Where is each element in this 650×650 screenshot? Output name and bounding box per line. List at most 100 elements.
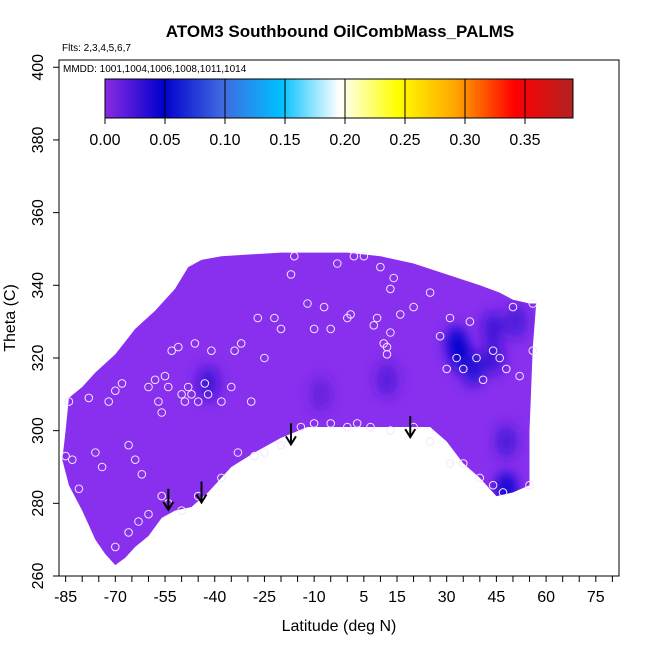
- chart-title: ATOM3 Southbound OilCombMass_PALMS: [166, 22, 515, 41]
- observation-point: [217, 473, 226, 483]
- observation-point: [349, 251, 359, 261]
- x-tick-label: 45: [487, 589, 505, 606]
- plot-frame: [58, 59, 620, 577]
- anomaly-blob: [495, 424, 518, 459]
- y-tick-label: 360: [30, 199, 47, 226]
- observation-point: [472, 353, 481, 363]
- observation-point: [64, 397, 74, 406]
- observation-point: [359, 251, 369, 261]
- observation-point: [515, 371, 524, 381]
- observation-point: [68, 455, 77, 465]
- observation-point: [97, 462, 107, 472]
- observation-point: [124, 440, 133, 450]
- anomaly-blob: [462, 351, 485, 386]
- down-arrow: [285, 423, 297, 447]
- y-tick-label: 340: [30, 272, 47, 299]
- observation-point: [389, 273, 399, 283]
- observation-point: [478, 375, 488, 385]
- observation-point: [372, 313, 382, 323]
- observation-point: [382, 350, 392, 359]
- colorbar-tick-label: 0.00: [89, 132, 120, 149]
- observation-point: [319, 302, 329, 312]
- observation-point: [111, 386, 120, 396]
- observation-point: [203, 390, 213, 399]
- observation-point: [117, 379, 127, 388]
- arrow-head: [285, 435, 297, 447]
- x-tick-label: 5: [359, 589, 368, 606]
- observation-point: [124, 528, 133, 537]
- observation-point: [508, 302, 518, 312]
- observation-point: [174, 342, 183, 352]
- observation-point: [369, 321, 379, 330]
- observation-point: [160, 371, 170, 381]
- observation-point: [352, 419, 362, 428]
- colorbar-tick-label: 0.15: [269, 132, 300, 149]
- observation-point: [333, 259, 342, 268]
- observation-point: [137, 470, 147, 479]
- x-tick-label: -10: [303, 589, 326, 606]
- observation-point: [488, 480, 498, 490]
- observation-point: [61, 451, 70, 461]
- observation-point: [465, 317, 475, 326]
- observation-point: [386, 284, 395, 294]
- colorbar-tick-label: 0.20: [329, 132, 360, 149]
- observation-point: [442, 364, 452, 374]
- observation-point: [409, 302, 418, 312]
- down-arrow: [195, 481, 208, 505]
- down-arrow: [162, 488, 175, 512]
- observation-point: [167, 346, 176, 356]
- x-tick-label: 30: [438, 589, 456, 606]
- anomaly-blob: [482, 311, 505, 346]
- x-tick-label: 60: [537, 589, 555, 606]
- x-tick-label: -70: [104, 589, 127, 606]
- anomaly-blob: [445, 326, 468, 361]
- observation-point: [150, 375, 160, 385]
- x-axis-label: Latitude (deg N): [282, 618, 397, 635]
- observation-point: [250, 451, 259, 461]
- observation-point: [303, 299, 312, 308]
- observation-point: [498, 488, 508, 497]
- observation-point: [366, 422, 375, 432]
- observation-point: [260, 353, 269, 363]
- anomaly-blob: [495, 471, 518, 506]
- observation-point: [425, 288, 435, 297]
- observation-point: [276, 324, 286, 334]
- observation-point: [346, 310, 355, 319]
- observation-point: [144, 509, 153, 519]
- observation-point: [200, 379, 210, 388]
- anomaly-blob: [482, 340, 505, 375]
- observation-point: [290, 251, 299, 261]
- contour-field: [62, 252, 537, 566]
- colorbar-tick-label: 0.30: [449, 132, 480, 149]
- anomaly-blob: [505, 304, 528, 339]
- colorbar-tick-label: 0.10: [209, 132, 240, 149]
- observation-point: [396, 310, 405, 319]
- observation-point: [452, 353, 461, 363]
- observation-point: [144, 382, 153, 392]
- colorbar-tick-label: 0.25: [389, 132, 420, 149]
- observation-point: [164, 382, 173, 392]
- observation-point: [227, 382, 236, 392]
- observation-point: [270, 313, 279, 323]
- observation-point: [253, 313, 263, 323]
- observation-point: [326, 324, 336, 334]
- observation-point: [459, 459, 468, 468]
- observation-point: [84, 393, 94, 403]
- y-tick-label: 380: [30, 126, 47, 153]
- observation-point: [130, 455, 140, 465]
- y-tick-label: 260: [30, 563, 47, 590]
- observation-point: [376, 262, 385, 272]
- observation-point: [134, 517, 143, 526]
- observation-point: [386, 328, 395, 337]
- observation-point: [326, 419, 336, 428]
- observation-point: [459, 364, 468, 374]
- arrow-head: [195, 493, 208, 505]
- observation-point: [246, 397, 256, 406]
- observation-point: [475, 473, 485, 483]
- observation-point: [309, 324, 319, 334]
- observation-point: [286, 270, 296, 279]
- observation-point: [425, 437, 435, 446]
- x-tick-label: 75: [587, 589, 605, 606]
- colorbar-tick-label: 0.05: [149, 132, 180, 149]
